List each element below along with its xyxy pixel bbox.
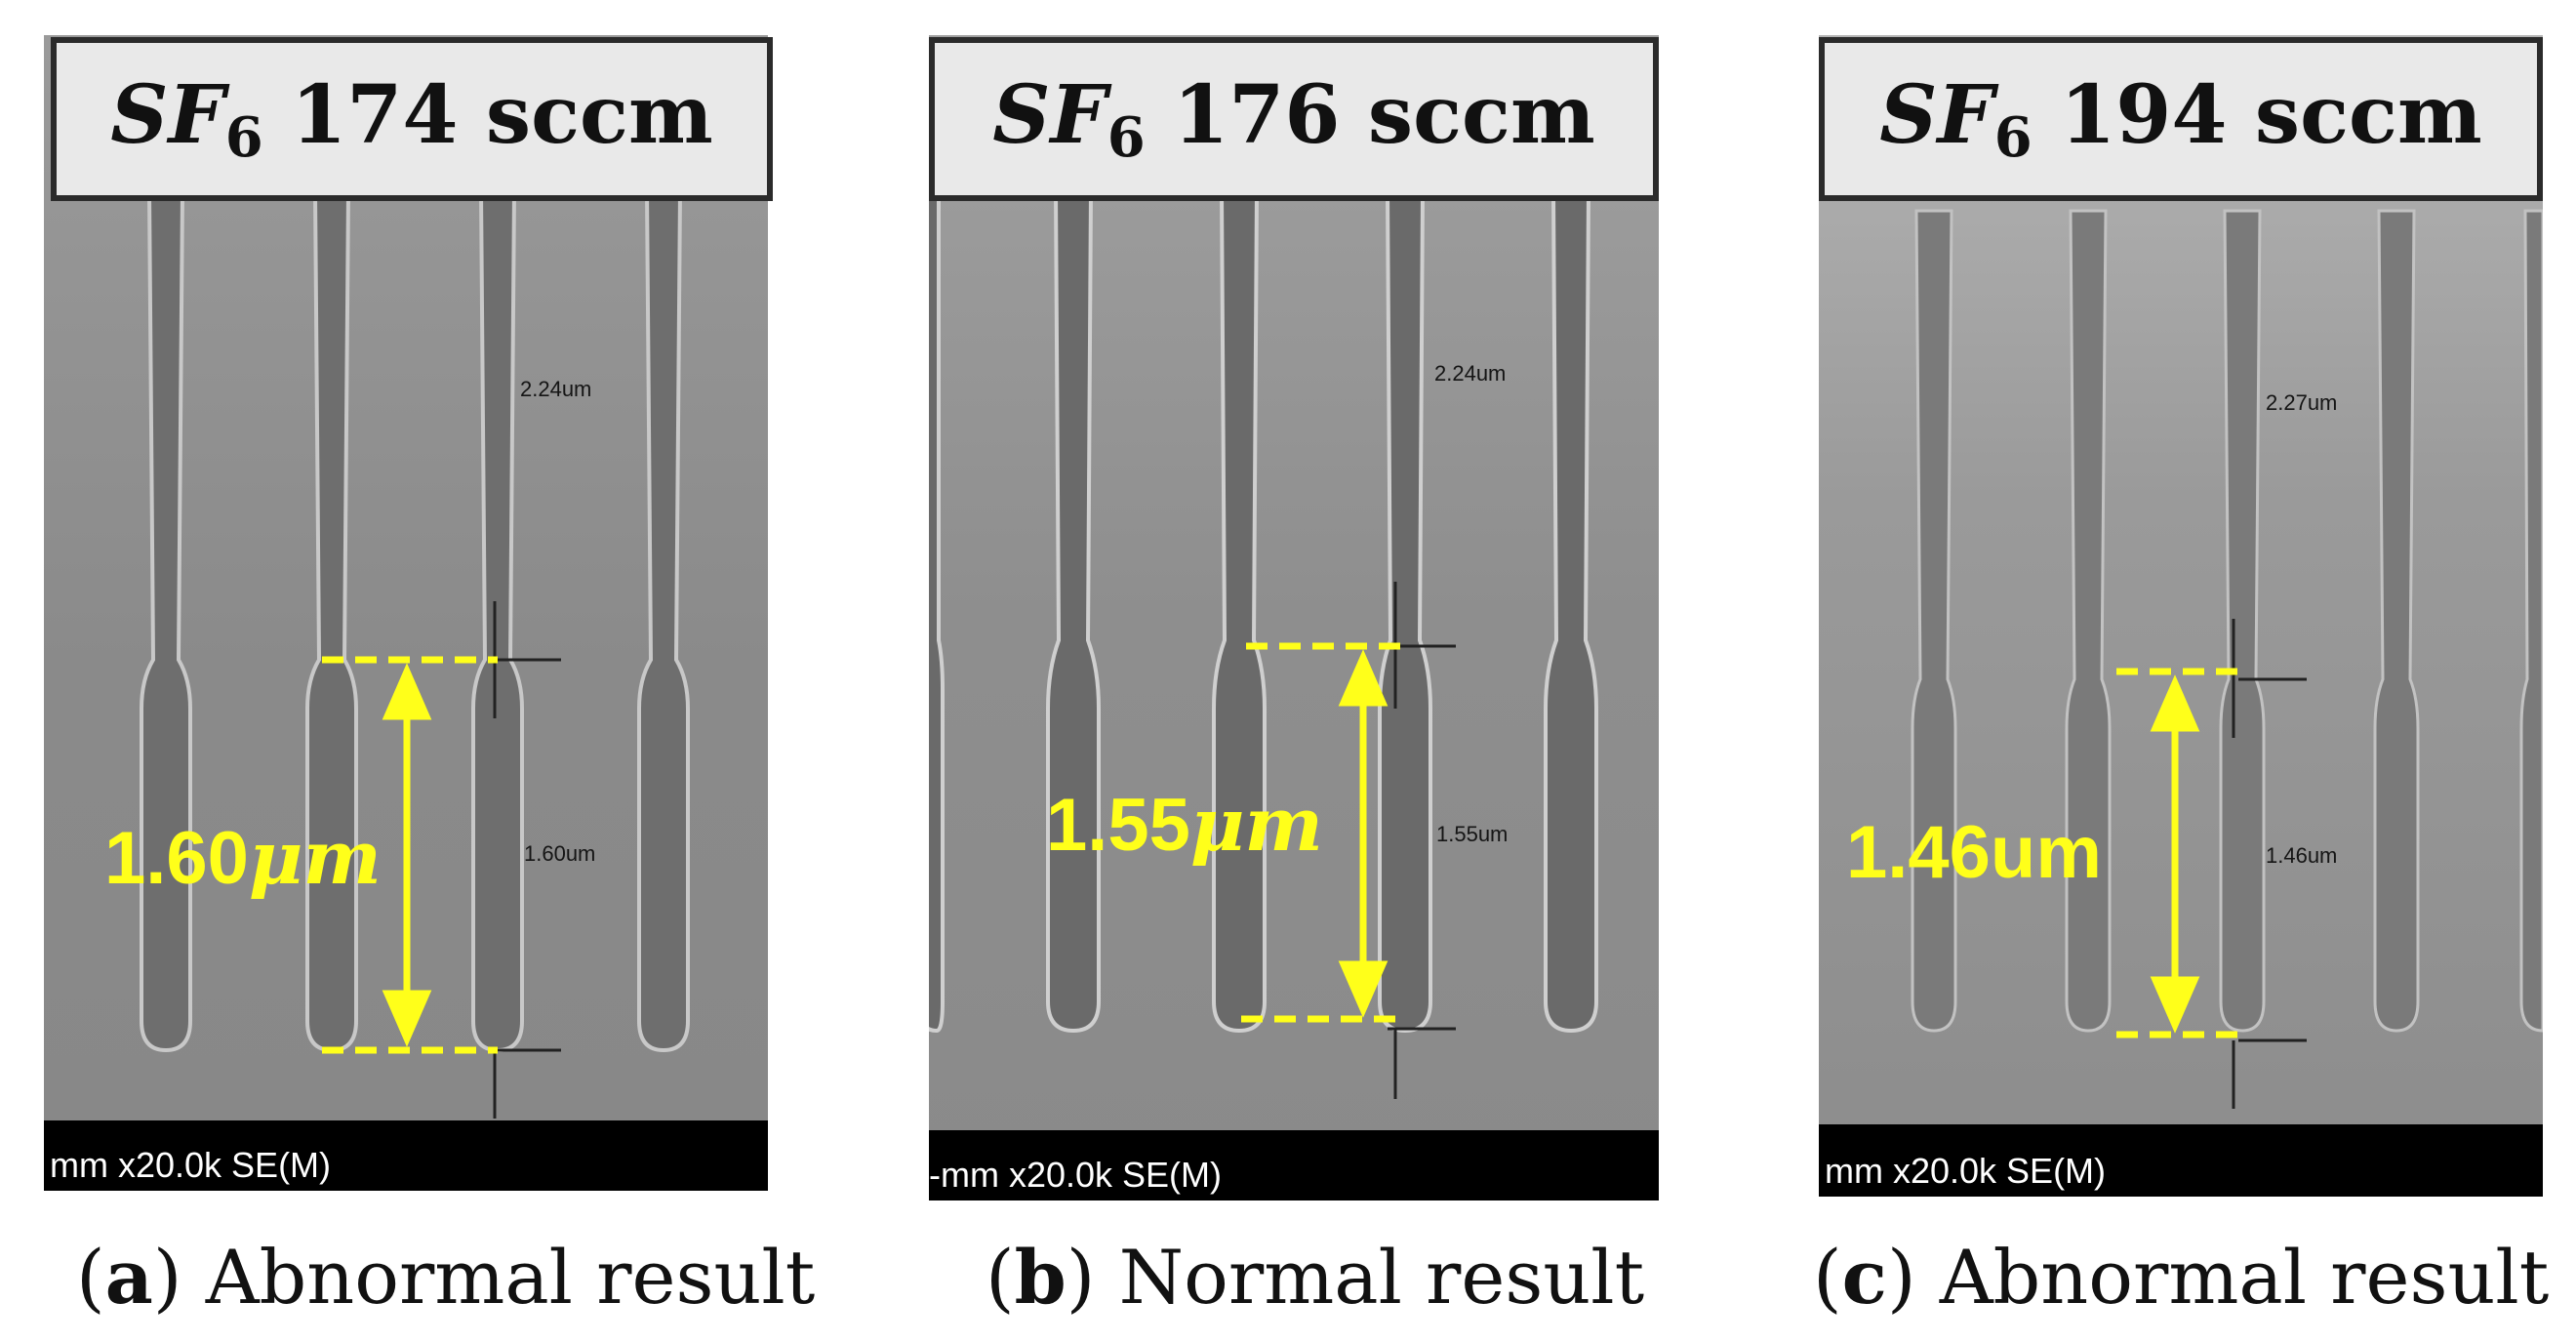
title-box-b: SF6 176 sccm	[929, 37, 1659, 201]
caption-b: (b) Normal result	[986, 1234, 1645, 1321]
depth-label-b: 1.55μm	[1046, 781, 1323, 868]
sem-image-a: 2.24um 1.60um 1.60μm mm x20.0k SE(M)	[44, 35, 768, 1191]
top-width-label-a: 2.24um	[520, 377, 592, 401]
title-box-a: SF6 174 sccm	[51, 37, 773, 201]
caption-c: (c) Abnormal result	[1813, 1234, 2550, 1321]
depth-label-c: 1.46um	[1846, 811, 2102, 894]
sem-image-c: 2.27um 1.46um 1.46um mm x20.0k SE(M)	[1819, 35, 2543, 1197]
title-box-c: SF6 194 sccm	[1819, 37, 2543, 201]
depth-small-label-b: 1.55um	[1436, 822, 1509, 846]
trench-drawing-c	[1819, 35, 2543, 1197]
top-width-label-c: 2.27um	[2266, 390, 2338, 415]
status-bar-c: mm x20.0k SE(M)	[1819, 1124, 2543, 1197]
sem-image-b: 2.24um 1.55um 1.55μm -mm x20.0k SE(M)	[929, 35, 1659, 1201]
depth-small-label-c: 1.46um	[2266, 843, 2338, 868]
panel-b: 2.24um 1.55um 1.55μm -mm x20.0k SE(M) SF…	[859, 0, 1717, 1343]
caption-a: (a) Abnormal result	[76, 1234, 816, 1321]
status-bar-a: mm x20.0k SE(M)	[44, 1120, 768, 1191]
trench-drawing-b	[929, 35, 1659, 1201]
trench-drawing-a	[44, 35, 768, 1191]
depth-small-label-a: 1.60um	[524, 841, 596, 866]
panel-c: 2.27um 1.46um 1.46um mm x20.0k SE(M) SF6…	[1717, 0, 2576, 1343]
top-width-label-b: 2.24um	[1434, 361, 1507, 386]
panel-a: 2.24um 1.60um 1.60μm mm x20.0k SE(M) SF6…	[0, 0, 859, 1343]
depth-label-a: 1.60μm	[104, 814, 382, 901]
status-bar-b: -mm x20.0k SE(M)	[929, 1130, 1659, 1201]
